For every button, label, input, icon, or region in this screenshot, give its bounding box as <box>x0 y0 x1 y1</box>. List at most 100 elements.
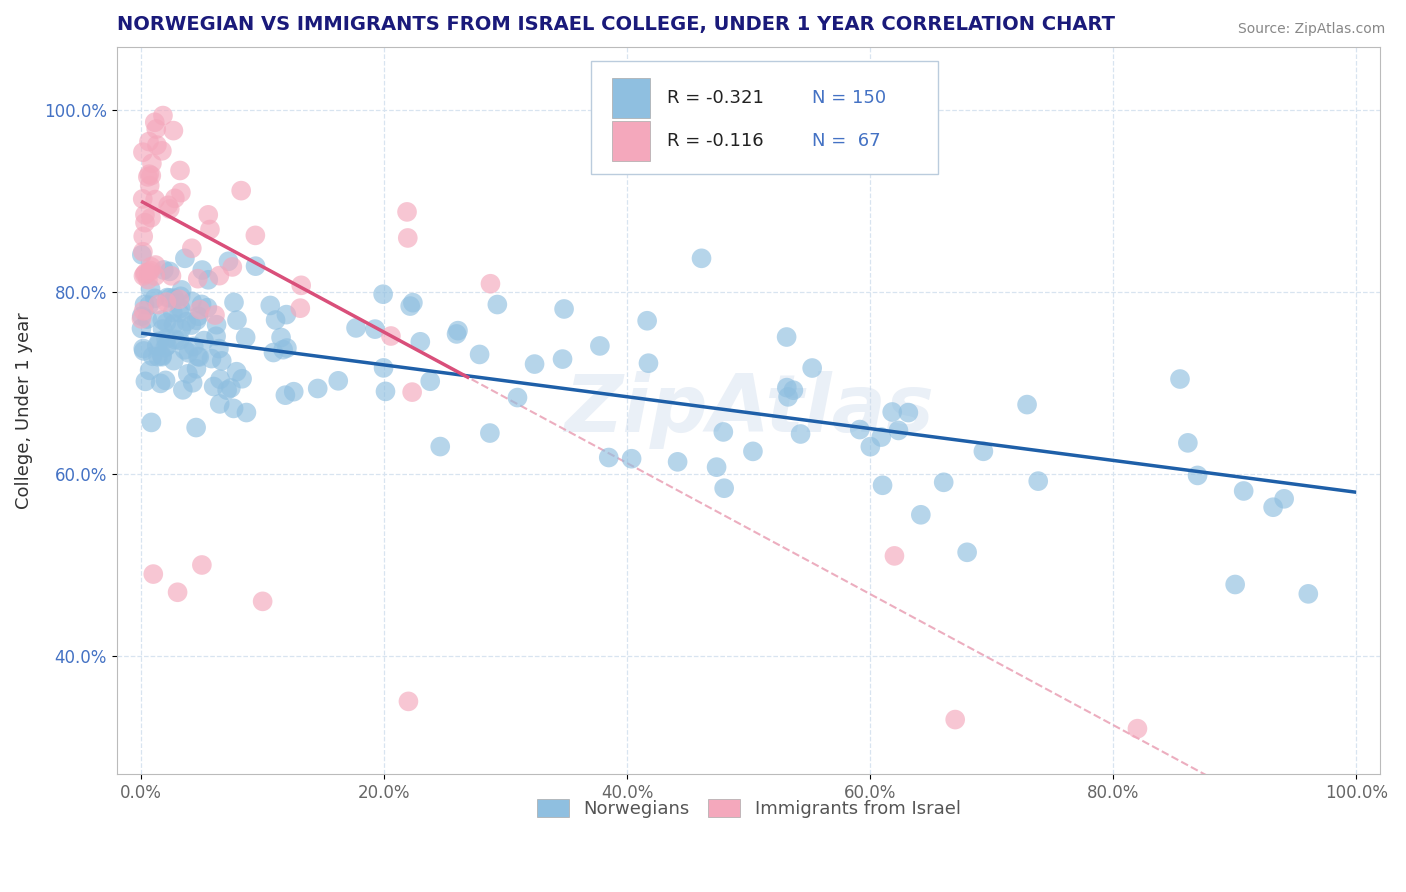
Point <box>145 258 167 272</box>
Point <box>217 254 239 268</box>
Point <box>274 388 297 402</box>
Point <box>711 425 734 439</box>
Point <box>789 427 811 442</box>
Point <box>598 450 620 465</box>
Point <box>145 122 167 136</box>
Point <box>138 135 160 149</box>
Y-axis label: College, Under 1 year: College, Under 1 year <box>15 312 32 508</box>
Point <box>152 109 174 123</box>
Point <box>637 356 659 370</box>
Point <box>143 268 166 283</box>
Point <box>167 305 190 319</box>
Point <box>191 263 214 277</box>
Point <box>180 241 202 255</box>
Point <box>138 363 160 377</box>
Point <box>163 353 186 368</box>
Point <box>186 313 208 327</box>
Point <box>132 192 155 206</box>
Point <box>782 383 804 397</box>
Point <box>222 401 245 416</box>
Point <box>188 350 211 364</box>
Point <box>132 229 155 244</box>
Point <box>180 318 202 332</box>
Point <box>138 167 160 181</box>
Point <box>165 333 187 347</box>
Point <box>138 265 160 279</box>
Point <box>882 405 904 419</box>
Point <box>222 295 245 310</box>
Point <box>138 178 160 193</box>
Point <box>152 322 174 336</box>
Point <box>235 405 257 419</box>
Point <box>551 352 574 367</box>
Point <box>163 291 186 305</box>
Point <box>145 339 167 353</box>
Point <box>150 349 173 363</box>
Point <box>396 694 419 708</box>
Point <box>742 444 765 458</box>
Point <box>186 361 208 376</box>
Point <box>221 260 243 274</box>
Point <box>188 302 211 317</box>
Point <box>143 291 166 305</box>
Point <box>169 333 191 347</box>
Point <box>187 271 209 285</box>
Point <box>690 252 713 266</box>
Point <box>283 384 305 399</box>
Point <box>198 222 221 236</box>
Point <box>231 372 253 386</box>
Point <box>187 310 209 324</box>
Point <box>195 301 218 315</box>
Point <box>172 383 194 397</box>
Point <box>132 145 155 160</box>
Text: R = -0.321: R = -0.321 <box>666 88 763 106</box>
Point <box>245 228 267 243</box>
Point <box>202 379 225 393</box>
Point <box>146 138 169 153</box>
Point <box>910 508 932 522</box>
Point <box>132 342 155 356</box>
Point <box>132 343 155 358</box>
Point <box>132 303 155 318</box>
Point <box>486 297 509 311</box>
Point <box>849 423 872 437</box>
Point <box>205 329 228 343</box>
Point <box>252 594 274 608</box>
Point <box>883 549 905 563</box>
Point <box>373 360 395 375</box>
Point <box>226 313 249 327</box>
Legend: Norwegians, Immigrants from Israel: Norwegians, Immigrants from Israel <box>527 789 970 827</box>
Point <box>170 322 193 336</box>
Point <box>183 339 205 353</box>
Point <box>148 334 170 349</box>
Point <box>191 558 214 572</box>
Point <box>156 339 179 353</box>
Point <box>706 460 728 475</box>
Point <box>132 244 155 259</box>
Point <box>173 343 195 357</box>
Point <box>217 383 239 397</box>
Point <box>1272 491 1295 506</box>
Point <box>177 346 200 360</box>
Point <box>290 278 312 293</box>
Point <box>204 308 226 322</box>
Point <box>271 343 294 357</box>
Point <box>159 264 181 278</box>
Point <box>801 361 824 376</box>
Point <box>136 169 159 184</box>
Point <box>1298 587 1320 601</box>
Point <box>134 297 156 311</box>
Point <box>190 297 212 311</box>
Point <box>131 321 153 335</box>
Point <box>155 373 177 387</box>
Text: ZipAtlas: ZipAtlas <box>564 371 934 450</box>
Point <box>1168 372 1191 386</box>
Point <box>155 332 177 346</box>
Point <box>328 374 350 388</box>
Point <box>184 420 207 434</box>
Point <box>307 382 329 396</box>
Point <box>166 585 188 599</box>
Point <box>176 315 198 329</box>
Point <box>553 301 575 316</box>
Point <box>402 295 425 310</box>
